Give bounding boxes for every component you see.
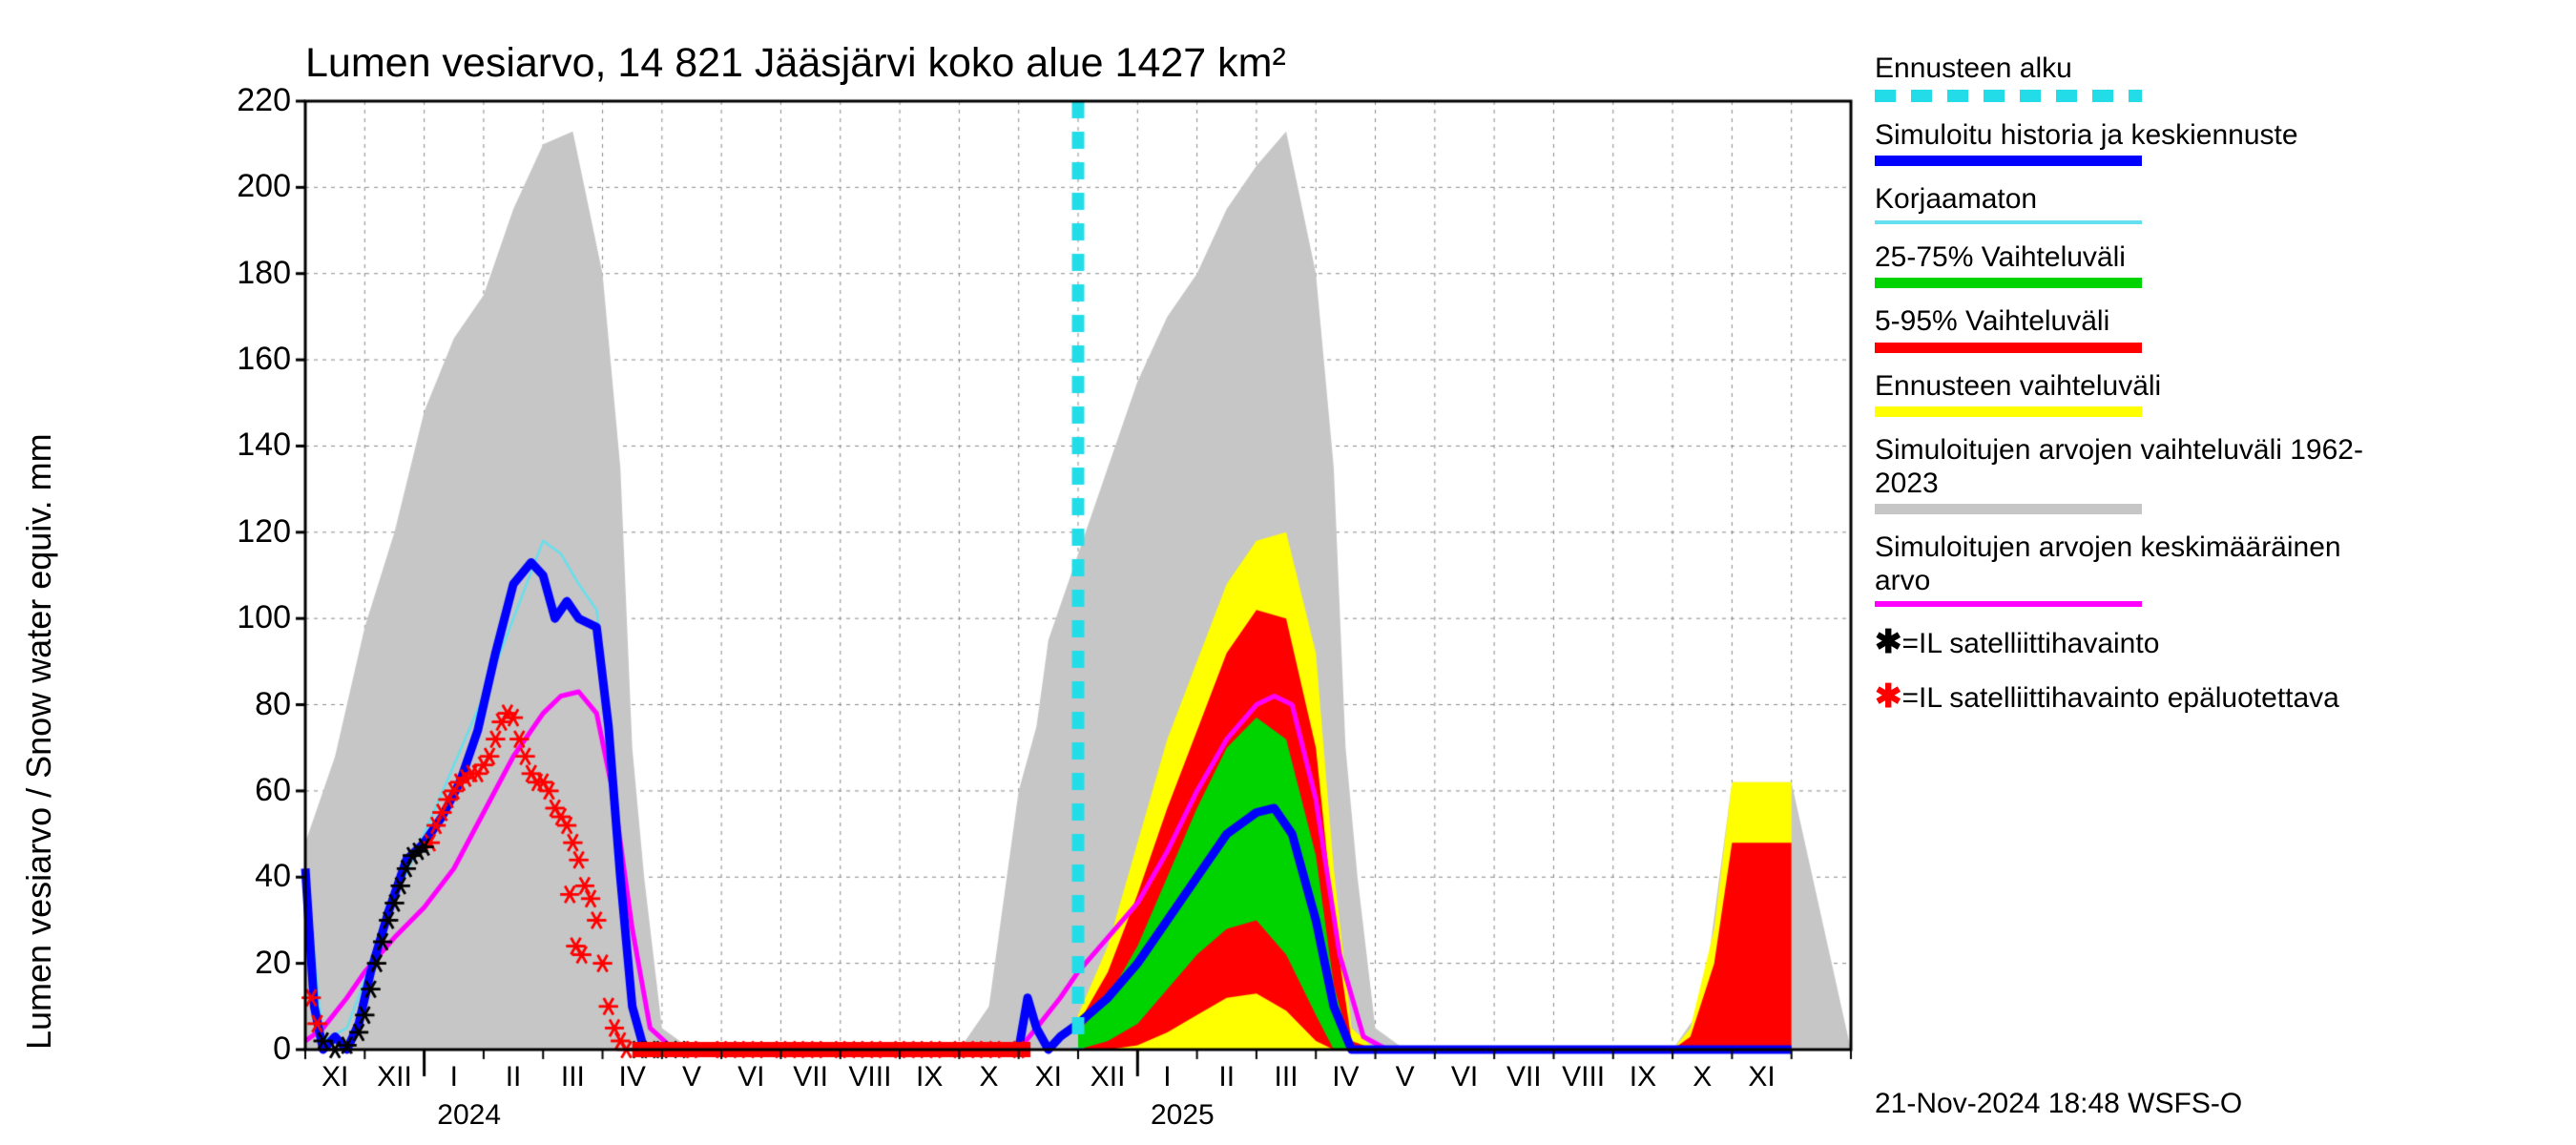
y-tick-label: 160 [205,341,291,378]
y-tick-label: 140 [205,427,291,464]
x-tick-label: VII [782,1061,840,1093]
y-tick-label: 20 [205,945,291,982]
legend-item: Ennusteen vaihteluväli [1875,370,2371,418]
y-tick-label: 100 [205,599,291,636]
x-tick-label: XII [365,1061,423,1093]
x-tick-label: II [1198,1061,1256,1093]
x-tick-label: VIII [1555,1061,1612,1093]
x-tick-label: I [1138,1061,1195,1093]
y-tick-label: 40 [205,858,291,895]
timestamp-footer: 21-Nov-2024 18:48 WSFS-O [1875,1088,2242,1120]
chart-legend: Ennusteen alku Simuloitu historia ja kesk… [1875,52,2371,733]
y-tick-label: 0 [205,1030,291,1068]
x-tick-label: VI [1436,1061,1493,1093]
legend-item: ✱=IL satelliittihavainto [1875,624,2371,661]
x-tick-label: III [544,1061,601,1093]
x-tick-label: II [485,1061,542,1093]
y-tick-label: 180 [205,255,291,292]
y-tick-label: 80 [205,686,291,723]
x-tick-label: III [1257,1061,1315,1093]
x-tick-label: XI [1020,1061,1077,1093]
x-tick-label: IV [604,1061,661,1093]
y-tick-label: 120 [205,513,291,551]
x-tick-label: IX [901,1061,958,1093]
x-tick-label: X [961,1061,1018,1093]
x-tick-label: XI [306,1061,364,1093]
x-tick-label: IX [1614,1061,1672,1093]
y-tick-label: 60 [205,772,291,809]
x-tick-label: XI [1734,1061,1791,1093]
y-axis-label: Lumen vesiarvo / Snow water equiv. mm [19,433,59,1050]
legend-item: Korjaamaton [1875,183,2371,224]
legend-item: Simuloitujen arvojen keskimääräinen arvo [1875,531,2371,607]
x-tick-label: I [426,1061,483,1093]
x-tick-label: IV [1317,1061,1374,1093]
x-tick-label: XII [1079,1061,1136,1093]
chart-container: Lumen vesiarvo, 14 821 Jääsjärvi koko al… [0,0,2576,1145]
chart-title: Lumen vesiarvo, 14 821 Jääsjärvi koko al… [305,40,1286,87]
x-tick-label: V [1377,1061,1434,1093]
x-tick-label: VI [722,1061,779,1093]
y-tick-label: 220 [205,82,291,119]
x-tick-label: X [1673,1061,1731,1093]
legend-item: Simuloitujen arvojen vaihteluväli 1962-2… [1875,434,2371,514]
legend-item: Simuloitu historia ja keskiennuste [1875,119,2371,167]
x-tick-label: VIII [841,1061,899,1093]
legend-item: Ennusteen alku [1875,52,2371,102]
legend-item: 25-75% Vaihteluväli [1875,241,2371,289]
legend-item: ✱=IL satelliittihavainto epäluotettava [1875,678,2371,716]
legend-item: 5-95% Vaihteluväli [1875,305,2371,353]
x-tick-label: VII [1495,1061,1552,1093]
year-label: 2025 [1151,1099,1215,1132]
x-tick-label: V [663,1061,720,1093]
year-label: 2024 [437,1099,501,1132]
y-tick-label: 200 [205,168,291,205]
